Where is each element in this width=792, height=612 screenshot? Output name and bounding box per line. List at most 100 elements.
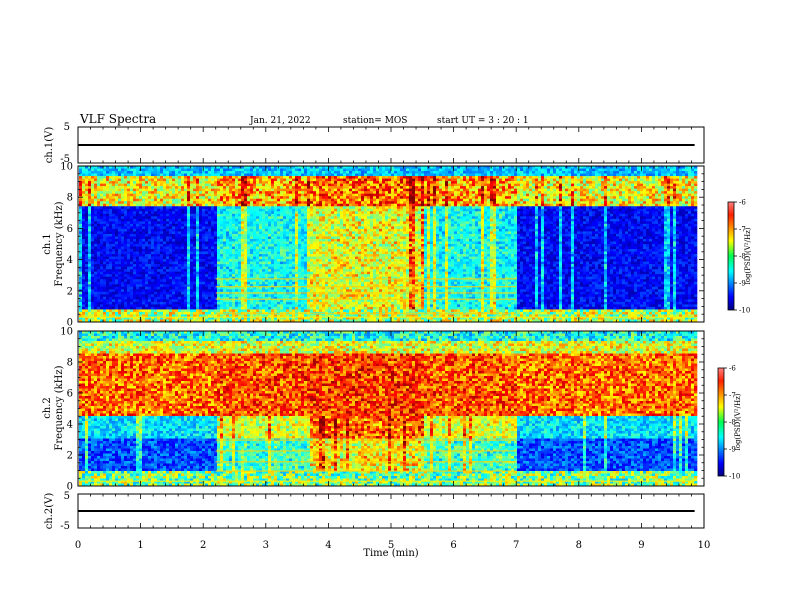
spectrogram-cell [121,236,124,239]
spectrogram-cell [232,194,235,197]
spectrogram-cell [295,262,298,265]
spectrogram-cell [253,171,256,174]
spectrogram-cell [124,282,127,285]
spectrogram-cell [172,226,175,229]
spectrogram-cell [202,199,205,202]
spectrogram-cell [208,171,211,174]
spectrogram-cell [148,294,151,297]
spectrogram-cell [169,269,172,272]
spectrogram-cell [310,304,313,307]
spectrogram-cell [268,247,271,250]
spectrogram-cell [106,304,109,307]
spectrogram-cell [250,244,253,247]
spectrogram-cell [244,211,247,214]
spectrogram-cell [265,176,268,179]
spectrogram-cell [112,287,115,290]
spectrogram-cell [229,259,232,262]
spectrogram-cell [301,176,304,179]
spectrogram-cell [133,179,136,182]
spectrogram-cell [205,234,208,237]
spectrogram-cell [193,302,196,305]
spectrogram-cell [124,224,127,227]
spectrogram-cell [91,234,94,237]
ch1-ytick-top: 5 [64,122,70,133]
spectrogram-cell [154,267,157,270]
spectrogram-cell [121,204,124,207]
spectrogram-cell [178,264,181,267]
spectrogram-cell [184,297,187,300]
spectrogram-cell [253,252,256,255]
spectrogram-cell [229,181,232,184]
spectrogram-cell [82,277,85,280]
spectrogram-cell [265,244,268,247]
spectrogram-cell [217,169,220,172]
spectrogram-cell [256,194,259,197]
spectrogram-cell [235,289,238,292]
spectrogram-cell [193,221,196,224]
spectrogram-cell [235,174,238,177]
spectrogram-cell [307,229,310,232]
spectrogram-cell [262,206,265,209]
spectrogram-cell [298,181,301,184]
spectrogram-cell [214,194,217,197]
spectrogram-cell [193,179,196,182]
spectrogram-cell [289,294,292,297]
spectrogram-cell [142,264,145,267]
spectrogram-cell [82,247,85,250]
spectrogram-cell [175,312,178,315]
spectrogram-cell [130,302,133,305]
spectrogram-cell [115,252,118,255]
spectrogram-cell [88,199,91,202]
spectrogram-cell [103,231,106,234]
spectrogram-cell [238,184,241,187]
spectrogram-cell [154,236,157,239]
spectrogram-cell [289,249,292,252]
spectrogram-cell [160,204,163,207]
spectrogram-cell [298,259,301,262]
spectrogram-cell [205,309,208,312]
spectrogram-cell [292,169,295,172]
spectrogram-cell [157,171,160,174]
spectrogram-cell [235,216,238,219]
spectrogram-cell [121,209,124,212]
spectrogram-cell [88,312,91,315]
spectrogram-cell [163,257,166,260]
spectrogram-cell [100,211,103,214]
spectrogram-cell [130,272,133,275]
spectrogram-cell [166,289,169,292]
spectrogram-cell [121,191,124,194]
spectrogram-cell [196,211,199,214]
spectrogram-cell [82,209,85,212]
spectrogram-cell [262,249,265,252]
spectrogram-cell [298,302,301,305]
spectrogram-cell [181,287,184,290]
spectrogram-cell [97,189,100,192]
spectrogram-cell [175,259,178,262]
spectrogram-cell [124,249,127,252]
spectrogram-cell [286,234,289,237]
spectrogram-cell [106,272,109,275]
spectrogram-cell [241,274,244,277]
spectrogram-cell [91,282,94,285]
spectrogram-cell [178,229,181,232]
spectrogram-cell [121,244,124,247]
spectrogram-cell [217,221,220,224]
spectrogram-cell [142,199,145,202]
spectrogram-cell [154,259,157,262]
spectrogram-cell [298,214,301,217]
spectrogram-cell [136,194,139,197]
spectrogram-cell [115,181,118,184]
spectrogram-cell [211,299,214,302]
spectrogram-cell [139,299,142,302]
spectrogram-cell [142,231,145,234]
spectrogram-cell [220,179,223,182]
spectrogram-cell [181,269,184,272]
spectrogram-cell [307,211,310,214]
spectrogram-cell [277,211,280,214]
spectrogram-cell [175,196,178,199]
spectrogram-cell [163,211,166,214]
spectrogram-cell [88,181,91,184]
spectrogram-cell [298,239,301,242]
spectrogram-cell [313,214,316,217]
spectrogram-cell [244,259,247,262]
